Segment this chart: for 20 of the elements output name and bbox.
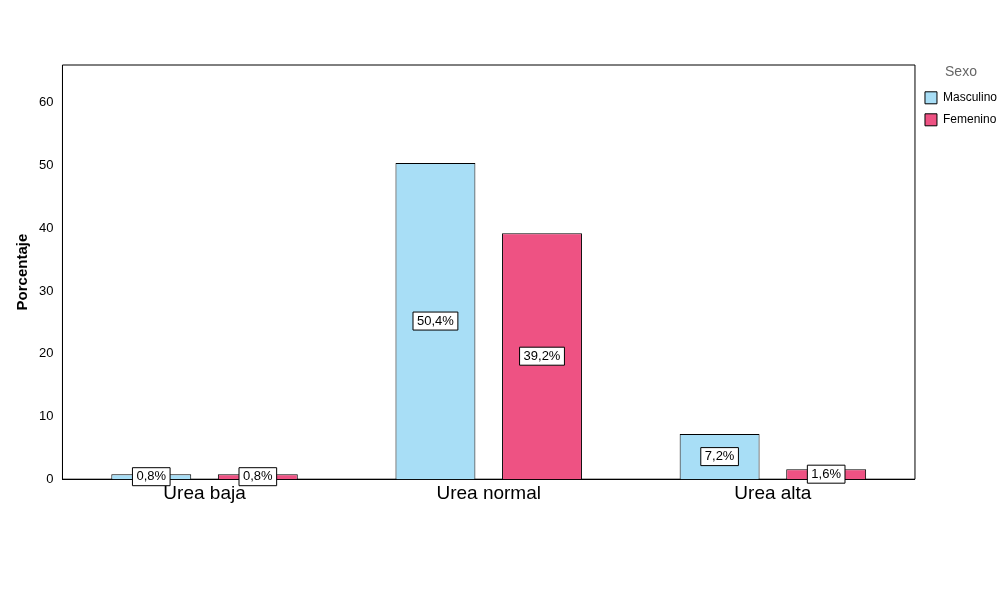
data-label: 50,4% [417, 312, 455, 328]
y-tick-label: 0 [46, 470, 54, 486]
data-label: 7,2% [704, 448, 735, 464]
data-label: 1,6% [811, 465, 842, 481]
x-tick-label: Urea normal [436, 481, 541, 503]
y-tick-label: 10 [38, 408, 54, 424]
x-tick-label: Urea alta [734, 481, 812, 503]
y-tick-label: 50 [38, 156, 54, 172]
legend-label: Masculino [942, 90, 998, 105]
x-tick-label: Urea baja [163, 481, 247, 503]
y-tick-label: 20 [38, 345, 54, 361]
data-label: 39,2% [523, 347, 561, 363]
y-tick-label: 30 [38, 282, 54, 298]
y-tick-label: 60 [38, 94, 54, 110]
y-axis-title: Porcentaje [13, 233, 31, 311]
legend-title: Sexo [945, 62, 978, 79]
legend-label: Femenino [942, 112, 997, 127]
data-label: 0,8% [136, 468, 167, 484]
y-tick-label: 40 [38, 219, 54, 235]
data-label: 0,8% [243, 468, 274, 484]
